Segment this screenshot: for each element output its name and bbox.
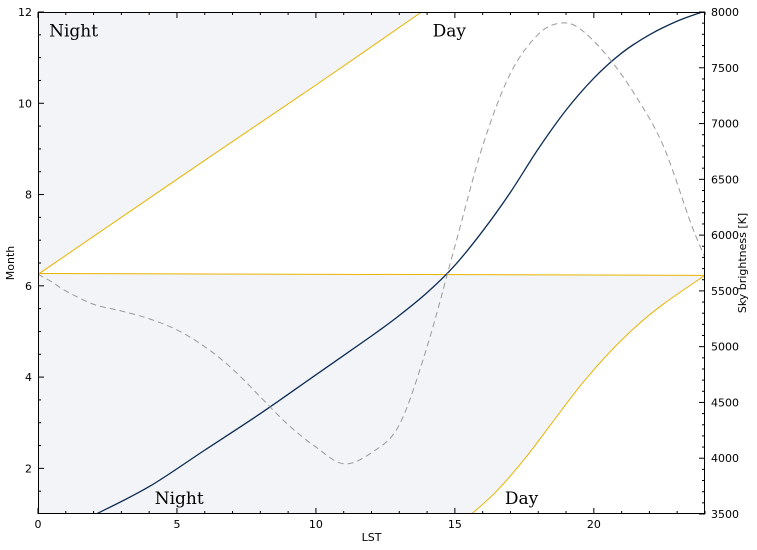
y2-tick-label: 7500 <box>711 62 739 75</box>
region-labels: Night Day Night Day <box>49 21 539 509</box>
night-boundary-lower-line <box>471 274 705 514</box>
y2-tick-label: 4000 <box>711 452 739 465</box>
y2-tick-label: 8000 <box>711 6 739 19</box>
night-region-lower <box>38 273 705 514</box>
y2-tick-label: 5500 <box>711 285 739 298</box>
y-tick-label: 8 <box>25 189 32 202</box>
y2-tick-label: 5000 <box>711 341 739 354</box>
region-label-night: Night <box>49 21 98 41</box>
x-tick-label: 20 <box>587 518 601 531</box>
y-tick-label: 6 <box>25 280 32 293</box>
x-tick-label: 5 <box>173 518 180 531</box>
transit-curve-line <box>96 12 703 514</box>
x-axis-label: LST <box>362 531 382 544</box>
y2-tick-label: 6000 <box>711 229 739 242</box>
y-tick-label: 10 <box>18 97 32 110</box>
y-axis-label: Month <box>4 246 17 281</box>
y2-tick-label: 6500 <box>711 173 739 186</box>
region-label-day: Day <box>505 489 539 509</box>
y2-tick-label: 4500 <box>711 396 739 409</box>
night-boundary-horizontal-line <box>38 272 705 276</box>
x-tick-label: 10 <box>309 518 323 531</box>
y-tick-label: 4 <box>25 371 32 384</box>
x-tick-label: 0 <box>35 518 42 531</box>
x-tick-label: 15 <box>448 518 462 531</box>
y2-axis-label: Sky brightness [K] <box>736 213 749 313</box>
y-tick-label: 12 <box>18 6 32 19</box>
night-regions <box>38 12 705 514</box>
y2-tick-label: 3500 <box>711 508 739 521</box>
ticks: 0 5 10 15 20 2 4 6 8 10 12 3500 4000 4500 5000 5500 6000… <box>18 6 739 531</box>
night-boundary-upper-line <box>38 12 422 275</box>
region-label-day: Day <box>433 21 467 41</box>
y2-tick-label: 7000 <box>711 118 739 131</box>
y-tick-label: 2 <box>25 462 32 475</box>
series-lines <box>38 12 705 514</box>
region-label-night: Night <box>155 489 204 509</box>
